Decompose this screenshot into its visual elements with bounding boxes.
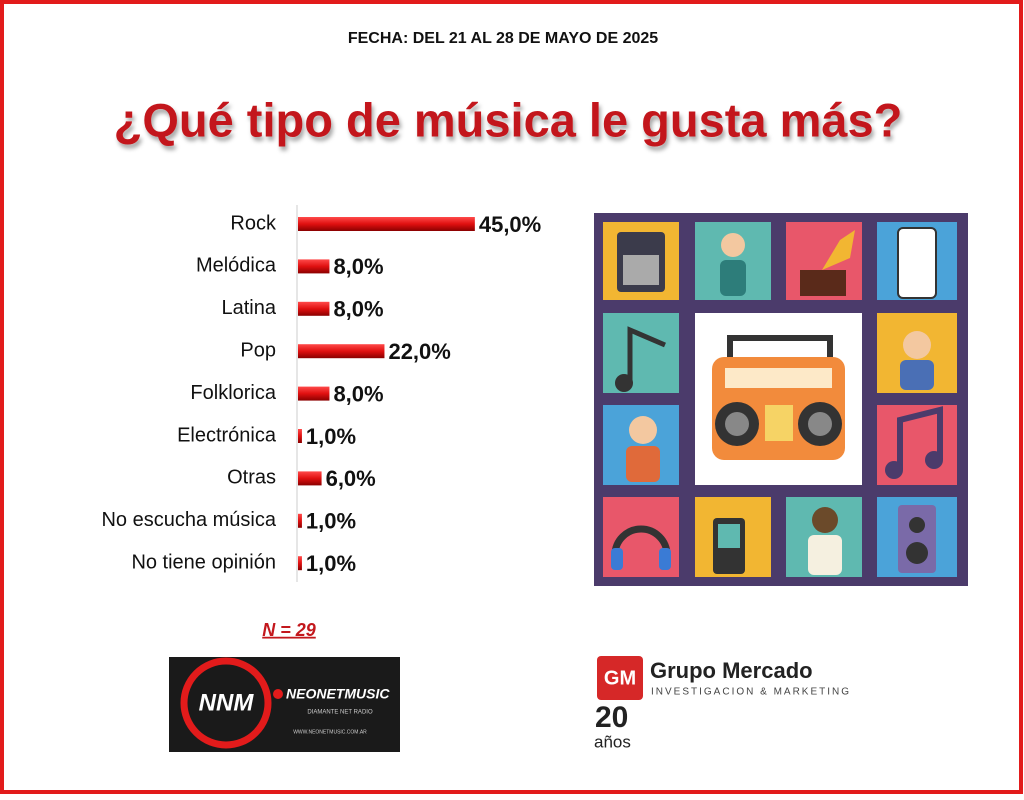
bar [298,513,302,528]
grupo-years-word: años [594,732,631,751]
bar [298,429,302,443]
value-label: 1,0% [306,551,356,576]
category-label: Melódica [196,255,277,277]
date: FECHA: DEL 21 AL 28 DE MAYO DE 2025 [348,30,658,47]
neonet-url: WWW.NEONETMUSIC.COM.AR [293,729,367,735]
category-label: No tiene opinión [131,551,276,573]
bar [298,386,330,401]
neonet-name: NEONETMUSIC [286,686,390,702]
value-label: 1,0% [306,424,356,449]
value-label: 22,0% [388,339,450,364]
illustration [594,213,968,586]
value-label: 8,0% [333,381,383,406]
category-label: Rock [230,212,277,234]
value-label: 1,0% [306,509,356,534]
value-label: 6,0% [326,466,376,491]
bars: Rock 45,0% Melódica 8,0% Latina 8,0% Pop 22,0% F… [101,212,541,576]
sample-size: N = 29 [262,620,316,640]
grupo-initials: GM [604,667,636,689]
bar [298,217,475,231]
category-label: Electrónica [177,424,277,446]
grupo-name: Grupo Mercado [650,658,813,683]
value-label: 8,0% [333,254,383,279]
chart-title: ¿Qué tipo de música le gusta más? [114,93,903,146]
bar [298,301,330,316]
category-label: Latina [222,297,277,319]
category-label: Otras [227,467,276,489]
category-label: Pop [240,339,276,361]
grupo-years: 20 [595,701,628,734]
bar [298,344,385,359]
neonet-tagline: DIAMANTE NET RADIO [307,710,373,716]
neonet-logo: NNM NEONETMUSIC DIAMANTE NET RADIO WWW.N… [169,657,400,752]
bar [298,556,302,571]
value-label: 45,0% [479,212,541,237]
category-label: Folklorica [190,382,276,404]
category-label: No escucha música [101,509,276,531]
bar [298,471,322,486]
neonet-initials: NNM [199,689,255,716]
value-label: 8,0% [333,297,383,322]
grupo-tagline: INVESTIGACION & MARKETING [651,687,851,698]
grupo-logo: GM Grupo Mercado INVESTIGACION & MARKETI… [594,656,851,751]
bar [298,259,330,274]
